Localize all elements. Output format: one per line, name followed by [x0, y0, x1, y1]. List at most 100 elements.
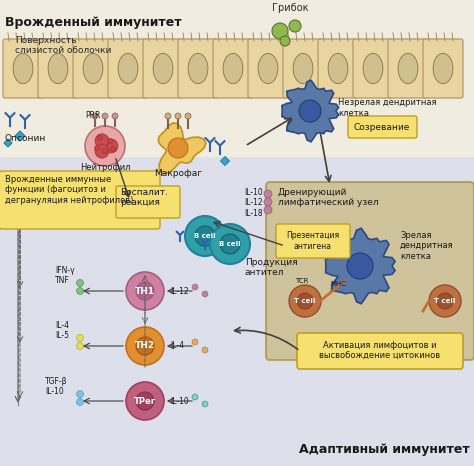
Circle shape: [192, 394, 198, 400]
Circle shape: [76, 288, 83, 295]
Circle shape: [429, 285, 461, 317]
Text: B cell: B cell: [219, 241, 241, 247]
Ellipse shape: [83, 54, 103, 83]
Text: Презентация
антигена: Презентация антигена: [286, 231, 339, 251]
Circle shape: [289, 285, 321, 317]
Circle shape: [95, 134, 109, 148]
Polygon shape: [282, 80, 338, 142]
Ellipse shape: [293, 54, 313, 83]
Circle shape: [98, 136, 102, 141]
Circle shape: [95, 144, 109, 158]
FancyBboxPatch shape: [353, 39, 393, 98]
Circle shape: [136, 337, 154, 355]
Text: Опсонин: Опсонин: [5, 134, 46, 143]
Circle shape: [76, 280, 83, 287]
Circle shape: [102, 113, 108, 119]
Circle shape: [76, 343, 83, 350]
Circle shape: [126, 272, 164, 310]
Circle shape: [272, 23, 288, 39]
FancyBboxPatch shape: [388, 39, 428, 98]
Text: IL-12: IL-12: [170, 287, 189, 295]
Circle shape: [264, 190, 272, 198]
Text: TРег: TРег: [134, 397, 156, 405]
Circle shape: [202, 347, 208, 353]
Text: B cell: B cell: [194, 233, 216, 239]
Circle shape: [264, 206, 272, 214]
Circle shape: [280, 36, 290, 46]
Ellipse shape: [328, 54, 348, 83]
Text: Зрелая
дендритная
клетка: Зрелая дендритная клетка: [400, 231, 454, 261]
Text: Макрофаг: Макрофаг: [154, 169, 202, 178]
Circle shape: [126, 382, 164, 420]
Text: T cell: T cell: [294, 298, 316, 304]
Circle shape: [297, 293, 313, 309]
Text: Врожденный иммунитет: Врожденный иммунитет: [5, 16, 182, 29]
FancyBboxPatch shape: [318, 39, 358, 98]
FancyBboxPatch shape: [73, 39, 113, 98]
Text: Активация лимфоцитов и
высвобождение цитокинов: Активация лимфоцитов и высвобождение цит…: [319, 341, 440, 361]
Circle shape: [185, 216, 225, 256]
FancyBboxPatch shape: [348, 116, 417, 138]
Polygon shape: [326, 228, 395, 304]
Ellipse shape: [363, 54, 383, 83]
Text: Нейтрофил: Нейтрофил: [80, 163, 130, 172]
Circle shape: [185, 113, 191, 119]
FancyBboxPatch shape: [3, 39, 43, 98]
Circle shape: [289, 20, 301, 32]
Text: Поверхность
слизистой оболочки: Поверхность слизистой оболочки: [15, 36, 111, 55]
Circle shape: [168, 138, 188, 158]
FancyBboxPatch shape: [116, 186, 180, 218]
Circle shape: [210, 224, 250, 264]
Circle shape: [112, 113, 118, 119]
FancyBboxPatch shape: [283, 39, 323, 98]
Circle shape: [165, 113, 171, 119]
Text: PRR: PRR: [85, 111, 100, 120]
Circle shape: [136, 392, 154, 410]
Circle shape: [92, 113, 98, 119]
FancyBboxPatch shape: [266, 182, 474, 360]
Text: TН1: TН1: [135, 287, 155, 295]
Circle shape: [195, 226, 215, 246]
Text: IL-4: IL-4: [170, 342, 184, 350]
FancyBboxPatch shape: [38, 39, 78, 98]
Circle shape: [347, 253, 373, 279]
Text: IL-10
IL-12
IL-18: IL-10 IL-12 IL-18: [244, 188, 263, 218]
Circle shape: [175, 113, 181, 119]
Text: IL-4
IL-5: IL-4 IL-5: [55, 321, 69, 340]
Circle shape: [110, 146, 116, 151]
Text: Воспалит.
реакция: Воспалит. реакция: [120, 188, 168, 207]
Circle shape: [136, 282, 154, 300]
Text: Дренирующий
лимфатический узел: Дренирующий лимфатический узел: [278, 188, 379, 207]
Ellipse shape: [433, 54, 453, 83]
Ellipse shape: [398, 54, 418, 83]
FancyBboxPatch shape: [297, 333, 463, 369]
FancyBboxPatch shape: [178, 39, 218, 98]
Circle shape: [85, 126, 125, 166]
Ellipse shape: [48, 54, 68, 83]
Circle shape: [264, 198, 272, 206]
Text: T cell: T cell: [434, 298, 456, 304]
Circle shape: [202, 291, 208, 297]
Circle shape: [202, 401, 208, 407]
Circle shape: [299, 100, 321, 122]
Ellipse shape: [223, 54, 243, 83]
Ellipse shape: [13, 54, 33, 83]
Circle shape: [220, 234, 240, 254]
Circle shape: [76, 391, 83, 397]
Text: Незрелая дендритная
клетка: Незрелая дендритная клетка: [338, 98, 437, 118]
Text: Адаптивный иммунитет: Адаптивный иммунитет: [299, 443, 470, 456]
FancyBboxPatch shape: [108, 39, 148, 98]
Circle shape: [192, 284, 198, 290]
Ellipse shape: [258, 54, 278, 83]
Ellipse shape: [118, 54, 138, 83]
Circle shape: [126, 327, 164, 365]
Text: Созревание: Созревание: [354, 123, 410, 131]
Text: MHC: MHC: [330, 281, 346, 287]
FancyBboxPatch shape: [276, 224, 350, 258]
FancyBboxPatch shape: [248, 39, 288, 98]
Circle shape: [76, 335, 83, 342]
Circle shape: [437, 293, 453, 309]
FancyBboxPatch shape: [0, 171, 160, 229]
Text: TGF-β
IL-10: TGF-β IL-10: [45, 377, 67, 396]
Ellipse shape: [188, 54, 208, 83]
